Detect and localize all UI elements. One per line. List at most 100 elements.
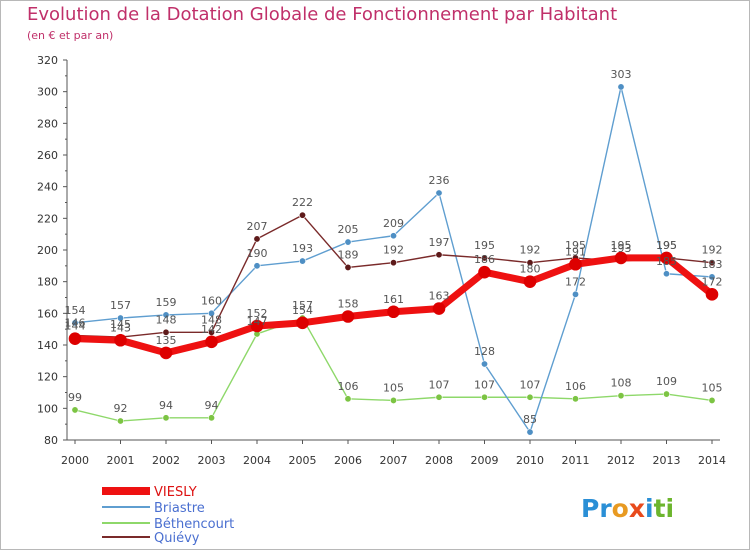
chart-subtitle: (en € et par an): [27, 29, 114, 42]
data-label-bthencourt: 157: [292, 299, 313, 312]
legend-label: Quiévy: [154, 531, 200, 546]
data-label-quivy: 189: [338, 248, 359, 261]
data-label-bthencourt: 94: [205, 399, 219, 412]
logo-letter: o: [612, 494, 629, 523]
data-label-viesly: 152: [247, 307, 268, 320]
data-label-quivy: 195: [656, 239, 677, 252]
logo-letter: r: [599, 494, 612, 523]
data-label-briastre: 160: [201, 294, 222, 307]
data-point-bthencourt: [71, 406, 79, 414]
data-point-bthencourt: [389, 396, 397, 404]
data-label-quivy: 192: [520, 244, 541, 257]
data-point-briastre: [389, 232, 397, 240]
data-label-bthencourt: 92: [114, 402, 128, 415]
data-label-bthencourt: 109: [656, 375, 677, 388]
data-label-briastre: 236: [429, 174, 450, 187]
x-tick-label: 2004: [243, 454, 271, 467]
data-point-briastre: [480, 360, 488, 368]
data-label-quivy: 148: [156, 313, 177, 326]
data-point-briastre: [526, 428, 534, 436]
data-label-briastre: 157: [110, 299, 131, 312]
data-label-viesly: 154: [292, 304, 313, 317]
data-point-bthencourt: [208, 414, 216, 422]
legend-label: VIESLY: [154, 485, 197, 500]
data-point-bthencourt: [617, 392, 625, 400]
data-label-viesly: 143: [110, 321, 131, 334]
data-label-viesly: 135: [156, 334, 177, 347]
data-label-quivy: 195: [474, 239, 495, 252]
data-point-viesly: [523, 275, 537, 288]
data-label-briastre: 159: [156, 296, 177, 309]
data-label-bthencourt: 105: [383, 381, 404, 394]
chart-title: Evolution de la Dotation Globale de Fonc…: [27, 4, 618, 25]
data-point-briastre: [253, 262, 261, 270]
x-tick-label: 2003: [198, 454, 226, 467]
x-tick-label: 2013: [653, 454, 681, 467]
data-label-viesly: 158: [338, 298, 359, 311]
data-point-bthencourt: [162, 414, 170, 422]
data-label-viesly: 195: [656, 239, 677, 252]
data-label-quivy: 148: [201, 313, 222, 326]
data-point-quivy: [344, 263, 352, 271]
data-point-viesly: [432, 302, 446, 315]
x-tick-label: 2009: [471, 454, 499, 467]
proxiti-logo: Proxiti: [581, 494, 674, 523]
data-point-quivy: [526, 259, 534, 267]
data-point-briastre: [344, 238, 352, 246]
data-label-quivy: 222: [292, 196, 313, 209]
data-label-briastre: 190: [247, 247, 268, 260]
data-point-quivy: [208, 328, 216, 336]
data-label-bthencourt: 108: [611, 377, 632, 390]
data-point-briastre: [162, 311, 170, 319]
data-point-viesly: [205, 335, 218, 349]
data-point-bthencourt: [662, 390, 670, 398]
data-label-briastre: 205: [338, 223, 359, 236]
data-point-briastre: [617, 83, 625, 91]
data-label-briastre: 154: [65, 304, 86, 317]
data-label-quivy: 207: [247, 220, 268, 233]
data-label-briastre: 185: [656, 255, 677, 268]
legend-label: Briastre: [154, 501, 205, 516]
data-point-quivy: [480, 254, 488, 262]
data-label-quivy: 195: [565, 239, 586, 252]
y-tick-label: 260: [37, 149, 58, 162]
x-tick-label: 2010: [516, 454, 544, 467]
data-point-viesly: [569, 257, 582, 271]
x-tick-label: 2005: [289, 454, 317, 467]
data-label-quivy: 193: [611, 242, 632, 255]
data-point-briastre: [662, 270, 670, 278]
data-label-briastre: 303: [611, 68, 632, 81]
data-point-briastre: [208, 309, 216, 317]
x-tick-label: 2008: [425, 454, 453, 467]
data-point-viesly: [114, 333, 127, 347]
data-point-bthencourt: [526, 393, 534, 401]
data-label-quivy: 146: [65, 317, 86, 330]
data-label-quivy: 192: [383, 244, 404, 257]
data-point-bthencourt: [344, 395, 352, 403]
data-label-bthencourt: 105: [702, 381, 723, 394]
data-point-viesly: [341, 310, 355, 323]
x-tick-label: 2007: [380, 454, 408, 467]
data-point-viesly: [614, 251, 628, 265]
y-tick-label: 80: [44, 434, 58, 447]
x-tick-label: 2002: [152, 454, 180, 467]
data-label-bthencourt: 94: [159, 399, 173, 412]
data-label-viesly: 142: [201, 323, 222, 336]
data-label-bthencourt: 99: [68, 391, 82, 404]
x-tick-label: 2000: [61, 454, 89, 467]
data-label-quivy: 145: [110, 318, 131, 331]
y-tick-label: 180: [37, 276, 58, 289]
data-label-briastre: 172: [565, 275, 586, 288]
x-tick-label: 2001: [107, 454, 135, 467]
logo-letter: i: [666, 494, 675, 523]
data-label-viesly: 163: [429, 290, 450, 303]
data-point-bthencourt: [117, 417, 125, 425]
y-tick-label: 140: [37, 339, 58, 352]
data-point-briastre: [117, 314, 125, 322]
data-point-quivy: [253, 235, 261, 243]
data-label-quivy: 192: [702, 244, 723, 257]
data-point-bthencourt: [480, 393, 488, 401]
x-tick-label: 2012: [607, 454, 635, 467]
data-point-viesly: [478, 265, 491, 279]
